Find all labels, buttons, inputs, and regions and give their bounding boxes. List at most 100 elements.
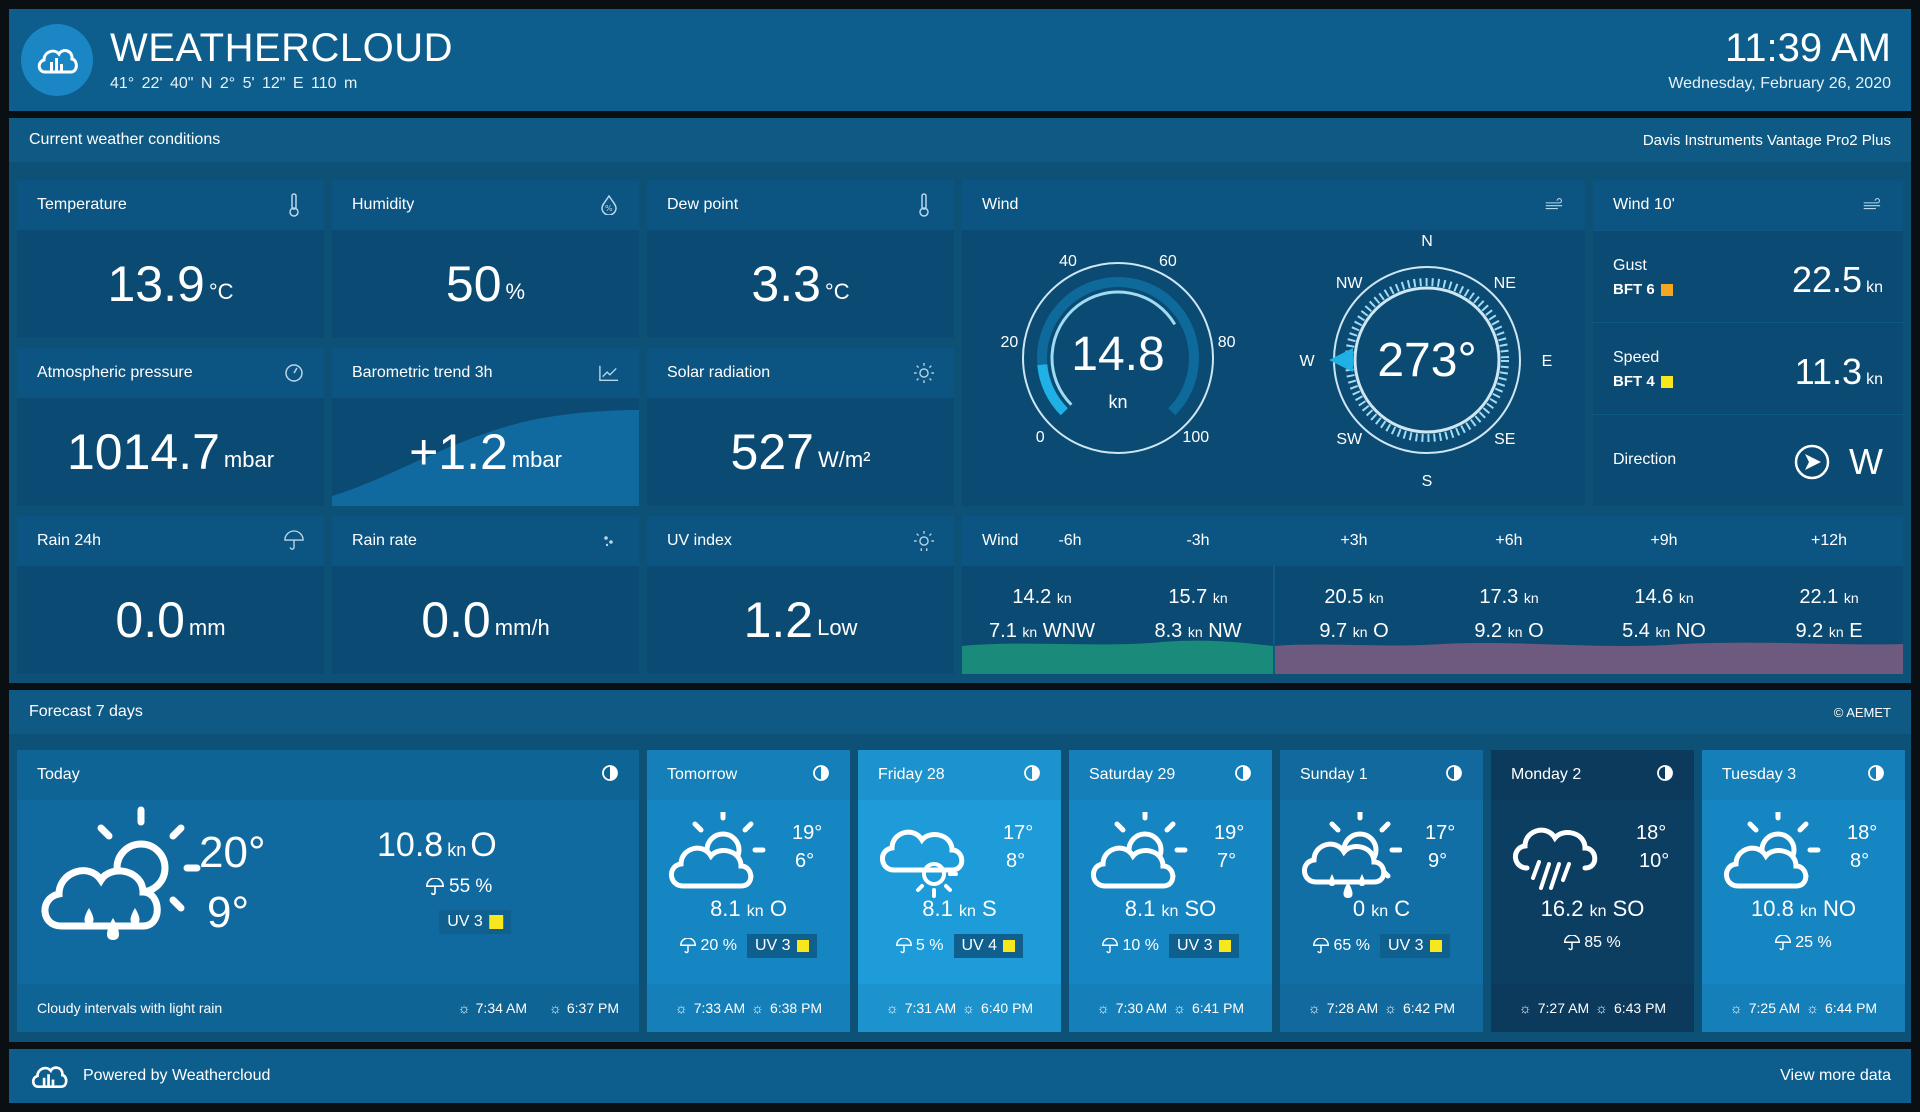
direction-label: Direction xyxy=(1613,451,1677,468)
sunrise-time: 7:27 AM xyxy=(1537,1000,1590,1016)
forecast-source: © AEMET xyxy=(1833,704,1891,720)
view-more-data-link[interactable]: View more data xyxy=(1780,1067,1891,1084)
sunrise-time: 7:28 AM xyxy=(1326,1000,1379,1016)
uv-badge: UV 4 xyxy=(953,934,1024,958)
barometric-trend-card[interactable]: Barometric trend 3h +1.2 mbar xyxy=(332,348,639,506)
day-label: Friday 28 xyxy=(878,766,945,783)
wind-forecast-card[interactable]: Wind -6h 14.2 kn 7.1 kn WNW -3h 15.7 kn 8.3 k… xyxy=(962,516,1903,674)
wind-speed: 0 xyxy=(1352,896,1366,921)
direction-value: O xyxy=(1528,620,1544,642)
sunset-icon: ☼ xyxy=(962,1000,975,1016)
sunset-time: 6:43 PM xyxy=(1613,1000,1667,1016)
unit: kn xyxy=(1507,624,1523,640)
speed-value: 8.3 xyxy=(1154,620,1183,642)
wind-card[interactable]: Wind 14.8 kn 0 20 40 60 80 100 273° N NE E SE S SW… xyxy=(962,180,1585,506)
wind-speed: 8.1 xyxy=(1124,896,1156,921)
solar-radiation-card[interactable]: Solar radiation 527 W/m² xyxy=(647,348,954,506)
uv-index-card[interactable]: UV index 1.2 Low xyxy=(647,516,954,674)
moon-phase-icon xyxy=(1234,764,1252,787)
humidity-unit: % xyxy=(505,279,526,304)
wind-forecast-speed: 9.7 kn O xyxy=(1274,620,1434,643)
wind-speed: 8.1 xyxy=(710,896,741,921)
cloud-logo-icon xyxy=(37,49,78,74)
gust-unit: kn xyxy=(1866,279,1883,296)
uv-label: UV 3 xyxy=(1176,937,1213,954)
pressure-trend-area xyxy=(332,410,639,506)
humidity-card[interactable]: Humidity % 50% xyxy=(332,180,639,338)
rain-rate-card[interactable]: Rain rate 0.0 mm/h xyxy=(332,516,639,674)
header: WEATHERCLOUD 41° 22' 40" N 2° 5' 12" E 1… xyxy=(9,9,1911,111)
day-rain: 20 % UV 3 xyxy=(647,934,850,958)
wind-speed: 10.8 xyxy=(1751,896,1794,921)
pressure-card[interactable]: Atmospheric pressure 1014.7 mbar xyxy=(17,348,324,506)
compass-label: SE xyxy=(1494,431,1515,448)
rain-rate-unit: mm/h xyxy=(494,615,550,640)
gust-value: 14.6 xyxy=(1634,586,1674,608)
forecast-today-card[interactable]: Today 20° 9° 10.8 kn O 55 % UV 3 Cloudy in… xyxy=(17,750,639,1032)
wind-forecast-time: +6h xyxy=(1495,532,1523,549)
unit: kn xyxy=(1843,590,1859,606)
rain-prob: 10 % xyxy=(1122,937,1159,954)
uv-index-level: Low xyxy=(817,615,858,640)
solar-value: 527 xyxy=(730,424,814,480)
unit: kn xyxy=(1352,624,1368,640)
gust-value: 22.1 xyxy=(1799,586,1839,608)
cloud-sun-rain-icon xyxy=(41,806,201,940)
today-rain: 55 % xyxy=(425,876,492,898)
forecast-day-card[interactable]: Monday 2 18° 10° 16.2 kn SO 85 % ☼ 7:27 A… xyxy=(1491,750,1694,1032)
moon-phase-icon xyxy=(1023,764,1041,787)
day-low: 8° xyxy=(1006,850,1026,872)
day-wind: 8.1 kn S xyxy=(922,896,997,921)
gust-value: 15.7 xyxy=(1168,586,1208,608)
rain-24h-card[interactable]: Rain 24h 0.0 mm xyxy=(17,516,324,674)
wind-forecast-time: -3h xyxy=(1186,532,1210,549)
dew-point-card[interactable]: Dew point 3.3 °C xyxy=(647,180,954,338)
current-time: 11:39 AM xyxy=(1724,26,1891,70)
speed-label: Speed xyxy=(1613,349,1660,366)
wind-dir: SO xyxy=(1612,896,1645,921)
day-label: Monday 2 xyxy=(1511,766,1582,783)
moon-phase-icon xyxy=(1656,764,1674,787)
partly-cloudy-icon xyxy=(1091,812,1188,889)
rain-prob: 65 % xyxy=(1333,937,1370,954)
day-wind: 16.2 kn SO xyxy=(1540,896,1645,921)
umbrella-icon xyxy=(425,878,445,896)
speed-unit: kn xyxy=(1866,371,1883,388)
wind-forecast-gust: 15.7 kn xyxy=(1128,586,1268,609)
wind-10min-card[interactable]: Wind 10' Gust BFT 6 22.5 kn Speed BFT 4 1… xyxy=(1593,180,1903,506)
rain-prob: 5 % xyxy=(915,937,944,954)
temperature-card[interactable]: Temperature 13.9 °C xyxy=(17,180,324,338)
wind-forecast-time: +9h xyxy=(1650,532,1678,549)
day-label: Tomorrow xyxy=(667,766,738,783)
speed-value: 9.7 xyxy=(1319,620,1348,642)
wind-forecast-speed: 8.3 kn NW xyxy=(1118,620,1278,643)
rain-prob: 25 % xyxy=(1795,934,1832,951)
weathercloud-logo[interactable] xyxy=(21,24,93,96)
sunrise-time: 7:30 AM xyxy=(1115,1000,1168,1016)
forecast-day-card[interactable]: Sunday 1 17° 9° 0 kn C 65 % UV 3 ☼ 7:28 AM… xyxy=(1280,750,1483,1032)
rain-24h-value: 0.0 xyxy=(115,592,185,648)
day-high: 18° xyxy=(1847,822,1878,844)
umbrella-icon xyxy=(1102,938,1119,954)
section-header: Forecast 7 days © AEMET xyxy=(9,690,1911,734)
sunset-time: 6:41 PM xyxy=(1191,1000,1245,1016)
forecast-day-card[interactable]: Tomorrow 19° 6° 8.1 kn O 20 % UV 3 ☼ 7:33 … xyxy=(647,750,850,1032)
sun-icon xyxy=(914,363,934,383)
sunset-icon: ☼ xyxy=(1173,1000,1186,1016)
pressure-value: 1014.7 xyxy=(66,424,220,480)
uv-label: UV 3 xyxy=(754,937,791,954)
powered-by-link[interactable]: Powered by Weathercloud xyxy=(83,1067,271,1084)
forecast-day-card[interactable]: Saturday 29 19° 7° 8.1 kn SO 10 % UV 3 ☼ 7… xyxy=(1069,750,1272,1032)
uv-badge: UV 3 xyxy=(1379,934,1450,958)
section-title: Current weather conditions xyxy=(29,131,221,148)
dew-point-unit: °C xyxy=(824,279,850,304)
uv-swatch xyxy=(1429,940,1442,952)
forecast-day-card[interactable]: Friday 28 17° 8° 8.1 kn S 5 % UV 4 ☼ 7:31 … xyxy=(858,750,1061,1032)
sunrise-icon: ☼ xyxy=(674,1000,688,1016)
wind-forecast-speed: 9.2 kn O xyxy=(1429,620,1589,643)
station-coordinates: 41° 22' 40" N 2° 5' 12" E 110 m xyxy=(110,75,358,92)
unit: kn xyxy=(1523,590,1539,606)
forecast-day-card[interactable]: Tuesday 3 18° 8° 10.8 kn NO 25 % ☼ 7:25 A… xyxy=(1702,750,1905,1032)
moon-phase-icon xyxy=(1867,764,1885,787)
sun-times: ☼ 7:28 AM ☼ 6:42 PM xyxy=(1280,984,1483,1032)
